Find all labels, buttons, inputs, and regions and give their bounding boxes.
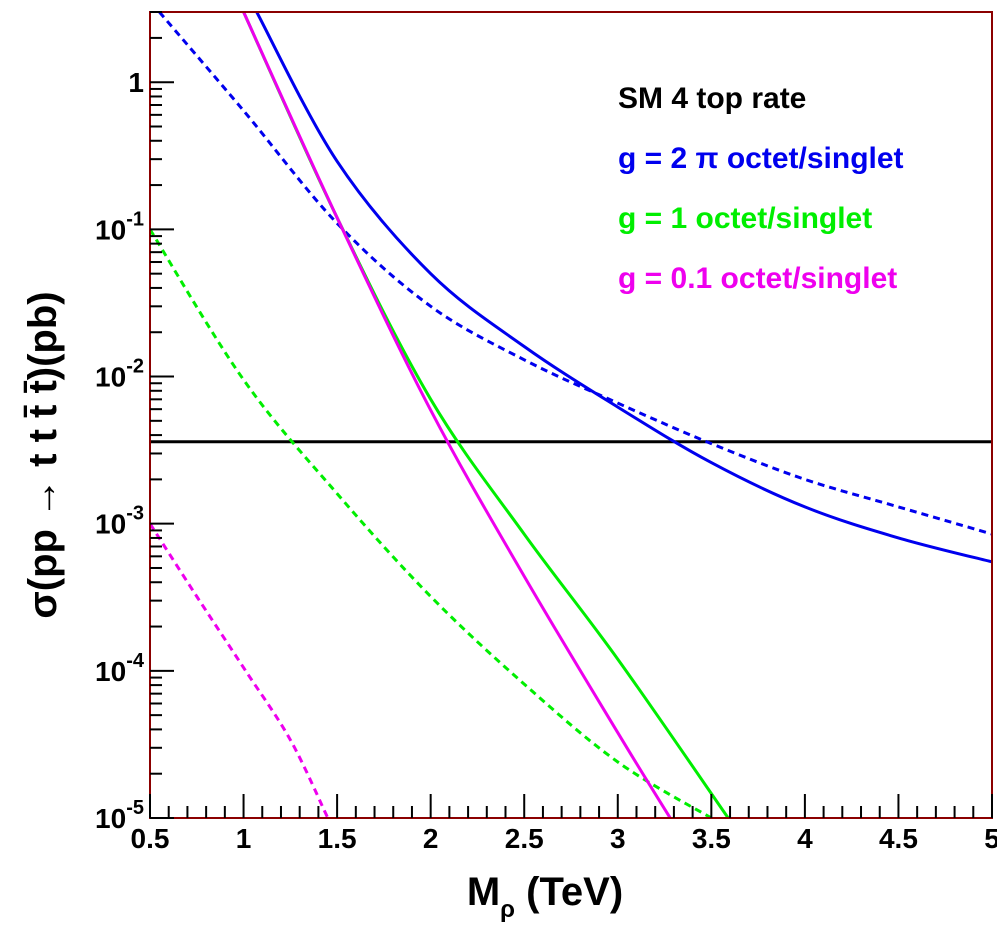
series-line-g01-singlet	[150, 522, 330, 818]
x-tick-label: 1	[236, 823, 252, 854]
x-tick-label: 2	[423, 823, 439, 854]
x-tick-label: 4	[797, 823, 813, 854]
y-tick-label: 10-1	[95, 208, 144, 245]
y-tick-label: 10-3	[95, 503, 144, 540]
legend-entry: g = 1 octet/singlet	[618, 202, 872, 235]
y-tick-labels: 10-5 10-4 10-3 10-2 10-1 1	[95, 67, 145, 834]
x-tick-labels: 0.5 1 1.5 2 2.5 3 3.5 4 4.5 5	[131, 823, 997, 854]
y-tick-label: 10-5	[95, 797, 144, 834]
y-tick-label: 1	[128, 67, 144, 98]
series-line-g01-octet	[242, 12, 672, 818]
legend-entry: SM 4 top rate	[618, 82, 806, 115]
x-tick-label: 4.5	[879, 823, 918, 854]
plot-frame	[149, 11, 993, 819]
legend-entry: g = 2 π octet/singlet	[618, 142, 904, 175]
legend: SM 4 top rate g = 2 π octet/singlet g = 1 …	[618, 82, 904, 295]
x-tick-label: 1.5	[318, 823, 357, 854]
y-axis-title: σ(pp → t t t̄ t̄)(pb)	[21, 291, 65, 618]
x-axis-title: Mρ (TeV)	[467, 870, 623, 923]
x-tick-label: 0.5	[131, 823, 170, 854]
y-tick-label: 10-4	[95, 650, 145, 687]
x-tick-label: 2.5	[505, 823, 544, 854]
x-tick-label: 3.5	[692, 823, 731, 854]
y-tick-label: 10-2	[95, 356, 144, 393]
axis-ticks	[149, 11, 993, 819]
curves-layer	[150, 12, 992, 818]
series-line-g1-octet	[242, 12, 730, 818]
x-tick-label: 5	[984, 823, 997, 854]
legend-entry: g = 0.1 octet/singlet	[618, 262, 897, 295]
series-line-g2pi-singlet	[158, 12, 992, 536]
x-tick-label: 3	[610, 823, 626, 854]
series-line-g1-singlet	[150, 228, 713, 818]
